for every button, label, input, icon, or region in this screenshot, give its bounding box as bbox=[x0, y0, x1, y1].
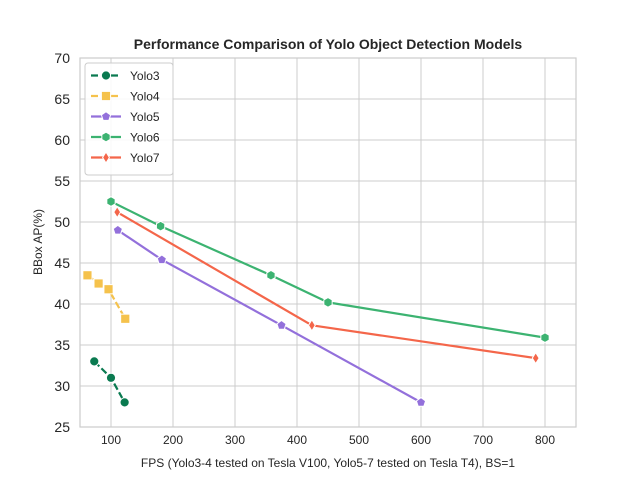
series-yolo7 bbox=[113, 205, 540, 365]
y-tick-label: 50 bbox=[54, 214, 70, 230]
y-tick-label: 65 bbox=[54, 91, 70, 107]
data-point bbox=[531, 351, 540, 365]
y-tick-label: 40 bbox=[54, 296, 70, 312]
y-tick-label: 30 bbox=[54, 378, 70, 394]
series-yolo6 bbox=[106, 196, 550, 343]
data-point bbox=[106, 196, 116, 207]
y-axis-label: BBox AP(%) bbox=[31, 209, 45, 275]
data-point bbox=[105, 372, 117, 383]
data-point bbox=[89, 356, 100, 367]
x-tick-label: 100 bbox=[101, 433, 121, 447]
x-tick-label: 600 bbox=[411, 433, 431, 447]
x-tick-label: 700 bbox=[473, 433, 493, 447]
legend-label: Yolo4 bbox=[130, 90, 160, 104]
x-tick-label: 400 bbox=[287, 433, 307, 447]
legend-item-yolo4: Yolo4 bbox=[91, 90, 160, 104]
legend-swatch-marker bbox=[101, 131, 111, 143]
data-point bbox=[103, 284, 114, 295]
plot-frame bbox=[79, 57, 577, 428]
legend: Yolo3 Yolo4 Yolo5 Yolo6 Yolo7 bbox=[84, 62, 174, 176]
data-point bbox=[266, 269, 276, 281]
series-yolo5 bbox=[112, 224, 427, 407]
legend-swatch-marker bbox=[100, 111, 112, 121]
data-point bbox=[276, 319, 287, 330]
legend-swatch-marker bbox=[102, 151, 110, 164]
legend-item-yolo6: Yolo6 bbox=[91, 131, 160, 145]
x-tick-label: 300 bbox=[225, 433, 245, 447]
y-tick-label: 35 bbox=[54, 337, 70, 353]
legend-swatch-marker bbox=[100, 90, 112, 102]
y-tick-label: 60 bbox=[54, 132, 70, 148]
x-axis-label: FPS (Yolo3-4 tested on Tesla V100, Yolo5… bbox=[141, 456, 515, 470]
chart-title: Performance Comparison of Yolo Object De… bbox=[134, 36, 523, 52]
data-point bbox=[119, 397, 130, 408]
legend-item-yolo7: Yolo7 bbox=[91, 151, 160, 165]
legend-label: Yolo7 bbox=[130, 151, 160, 165]
series-line bbox=[117, 229, 422, 404]
data-point bbox=[307, 318, 316, 332]
data-point bbox=[113, 205, 122, 219]
data-point bbox=[323, 296, 333, 308]
data-point bbox=[540, 332, 550, 343]
x-tick-label: 500 bbox=[349, 433, 369, 447]
data-point bbox=[93, 278, 104, 289]
data-point bbox=[155, 220, 166, 232]
legend-label: Yolo6 bbox=[130, 131, 160, 145]
legend-swatch-marker bbox=[100, 70, 112, 81]
data-point bbox=[82, 270, 93, 281]
series-yolo3 bbox=[89, 356, 130, 408]
data-point bbox=[415, 396, 427, 407]
legend-label: Yolo3 bbox=[130, 69, 160, 83]
y-tick-label: 55 bbox=[54, 173, 70, 189]
x-tick-label: 200 bbox=[163, 433, 183, 447]
y-tick-label: 45 bbox=[54, 255, 70, 271]
legend-item-yolo5: Yolo5 bbox=[91, 110, 160, 124]
data-point bbox=[112, 224, 123, 235]
data-point bbox=[156, 254, 167, 265]
y-tick-labels: 25 30 35 40 45 50 55 60 65 70 bbox=[54, 50, 70, 435]
legend-item-yolo3: Yolo3 bbox=[91, 69, 160, 83]
series-yolo4 bbox=[82, 270, 131, 324]
legend-label: Yolo5 bbox=[130, 110, 160, 124]
x-tick-label: 800 bbox=[535, 433, 555, 447]
series-line bbox=[86, 274, 127, 320]
x-tick-labels: 100 200 300 400 500 600 700 800 bbox=[101, 433, 555, 447]
series-group bbox=[82, 196, 550, 408]
y-tick-label: 70 bbox=[54, 50, 70, 66]
data-point bbox=[120, 313, 131, 324]
y-tick-label: 25 bbox=[54, 419, 70, 435]
